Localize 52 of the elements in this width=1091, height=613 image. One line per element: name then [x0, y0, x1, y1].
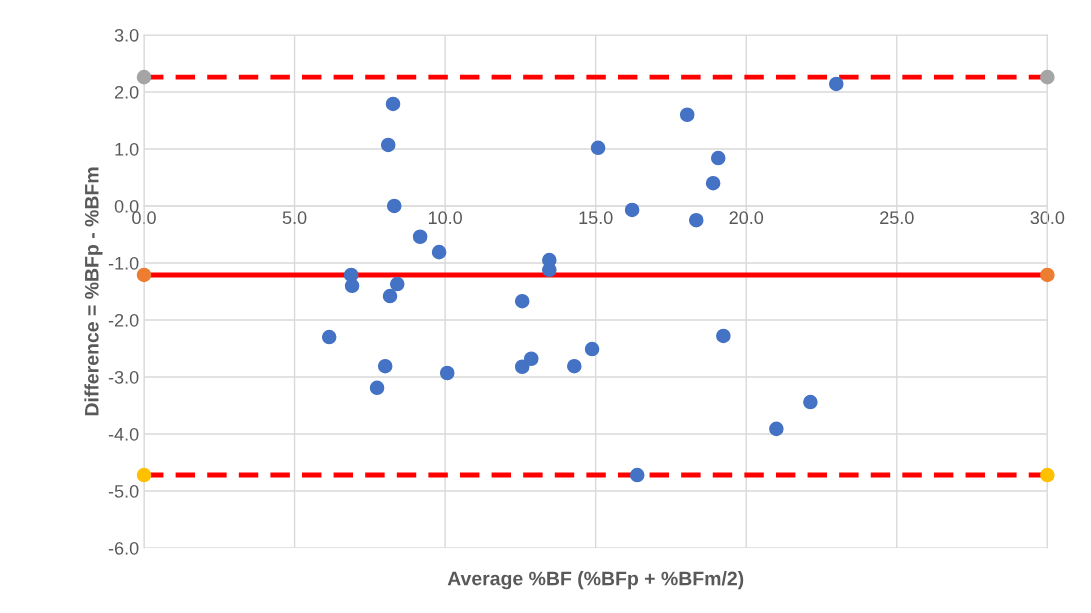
y-tick-label: 3.0 [114, 28, 139, 42]
point [431, 244, 447, 260]
point [321, 329, 337, 345]
point [382, 288, 398, 304]
point [828, 76, 844, 92]
point [679, 107, 695, 123]
point [688, 212, 704, 228]
point [716, 328, 731, 344]
point [803, 394, 818, 410]
x-tick-label: 5.0 [282, 211, 307, 225]
point [629, 467, 645, 483]
y-tick-label: 1.0 [115, 142, 139, 156]
x-axis-title: Average %BF (%BFp + %BFm/2) [447, 571, 744, 590]
point [590, 140, 606, 156]
point [769, 421, 784, 437]
point [514, 359, 530, 375]
y-tick-label: -3.0 [108, 370, 139, 384]
point [369, 380, 385, 396]
point [344, 278, 360, 294]
y-axis-title: Difference = %BFp - %BFm [84, 167, 103, 416]
x-tick-label: 15.0 [579, 211, 613, 225]
point [412, 229, 428, 245]
point [136, 69, 152, 85]
point [514, 293, 530, 309]
x-tick-label: 0.0 [132, 211, 156, 225]
point [710, 150, 726, 166]
x-tick-label: 30.0 [1030, 211, 1065, 225]
point [385, 96, 401, 112]
x-tick-label: 20.0 [729, 211, 764, 225]
x-tick-label: 10.0 [428, 211, 462, 225]
point [389, 276, 405, 292]
point [386, 198, 402, 214]
point [523, 351, 539, 367]
point [1040, 467, 1055, 483]
point [567, 358, 582, 374]
point [380, 137, 396, 153]
y-tick-label: 0.0 [114, 199, 139, 213]
y-tick-label: -4.0 [108, 427, 139, 441]
y-tick-label: 2.0 [114, 85, 139, 99]
point [1040, 267, 1055, 283]
y-tick-label: -2.0 [108, 313, 139, 327]
point [1040, 69, 1055, 85]
y-tick-label: -5.0 [108, 484, 139, 498]
point [377, 358, 393, 374]
point [136, 467, 152, 483]
point [624, 202, 640, 218]
point [705, 175, 721, 191]
x-tick-label: 25.0 [880, 211, 914, 225]
point [439, 365, 455, 381]
y-tick-label: -1.0 [108, 256, 139, 270]
y-tick-label: -6.0 [108, 541, 139, 555]
point [584, 341, 600, 357]
